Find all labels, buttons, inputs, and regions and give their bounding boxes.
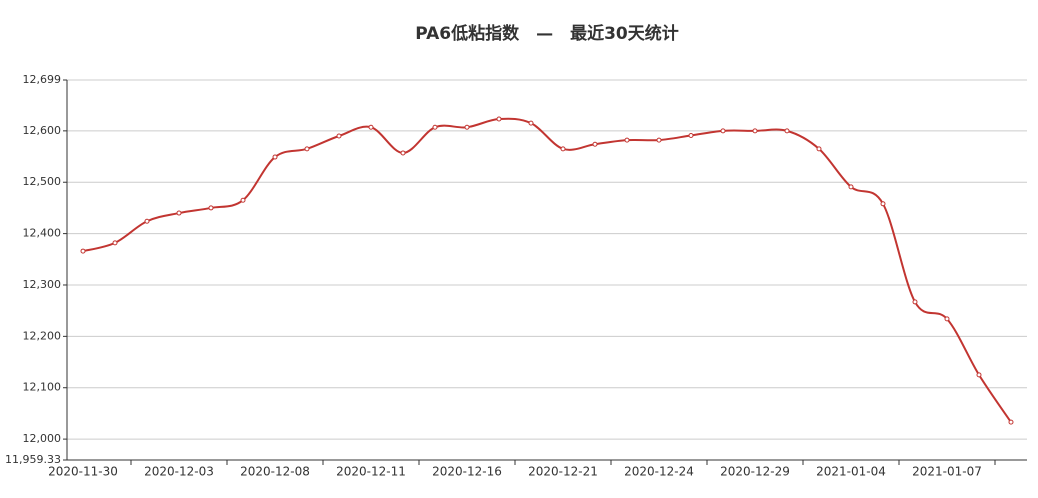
point: [400, 150, 406, 156]
point: [848, 184, 854, 190]
y-tick-label: 12,699: [23, 73, 62, 86]
x-tick-label: 2020-11-30: [48, 465, 118, 479]
point: [880, 201, 886, 207]
point: [496, 116, 502, 122]
x-tick-label: 2020-12-11: [336, 465, 406, 479]
point: [112, 240, 118, 246]
x-tick-label: 2021-01-07: [912, 465, 982, 479]
point: [976, 372, 982, 378]
y-tick-label: 12,200: [23, 329, 62, 342]
point: [80, 248, 86, 254]
x-tick-label: 2020-12-03: [144, 465, 214, 479]
point: [624, 137, 630, 143]
point: [144, 218, 150, 224]
x-tick-label: 2021-01-04: [816, 465, 886, 479]
x-tick-label: 2020-12-24: [624, 465, 694, 479]
point: [336, 133, 342, 139]
point: [368, 124, 374, 130]
point: [528, 120, 534, 126]
y-tick-label: 12,300: [23, 278, 62, 291]
point: [720, 128, 726, 134]
point: [592, 141, 598, 147]
point: [784, 128, 790, 134]
x-tick-label: 2020-12-16: [432, 465, 502, 479]
point: [432, 124, 438, 130]
point: [944, 316, 950, 322]
x-tick-label: 2020-12-08: [240, 465, 310, 479]
point: [208, 205, 214, 211]
point: [176, 210, 182, 216]
point: [1008, 419, 1014, 425]
point: [688, 132, 694, 138]
chart-title: PA6低粘指数 — 最近30天统计: [415, 23, 679, 44]
y-tick-label: 12,600: [23, 124, 62, 137]
point: [272, 154, 278, 160]
point: [304, 146, 310, 152]
y-tick-label: 12,000: [23, 432, 62, 445]
point: [656, 137, 662, 143]
line: [82, 117, 1012, 423]
x-tick-label: 2020-12-29: [720, 465, 790, 479]
point: [912, 299, 918, 305]
y-tick-label: 12,500: [23, 175, 62, 188]
x-tick-label: 2020-12-21: [528, 465, 598, 479]
y-tick-label: 12,400: [23, 227, 62, 240]
point: [464, 124, 470, 130]
y-tick-label: 11,959.33: [5, 453, 61, 466]
point: [816, 146, 822, 152]
point: [752, 128, 758, 134]
point: [240, 197, 246, 203]
point: [560, 146, 566, 152]
y-tick-label: 12,100: [23, 381, 62, 394]
